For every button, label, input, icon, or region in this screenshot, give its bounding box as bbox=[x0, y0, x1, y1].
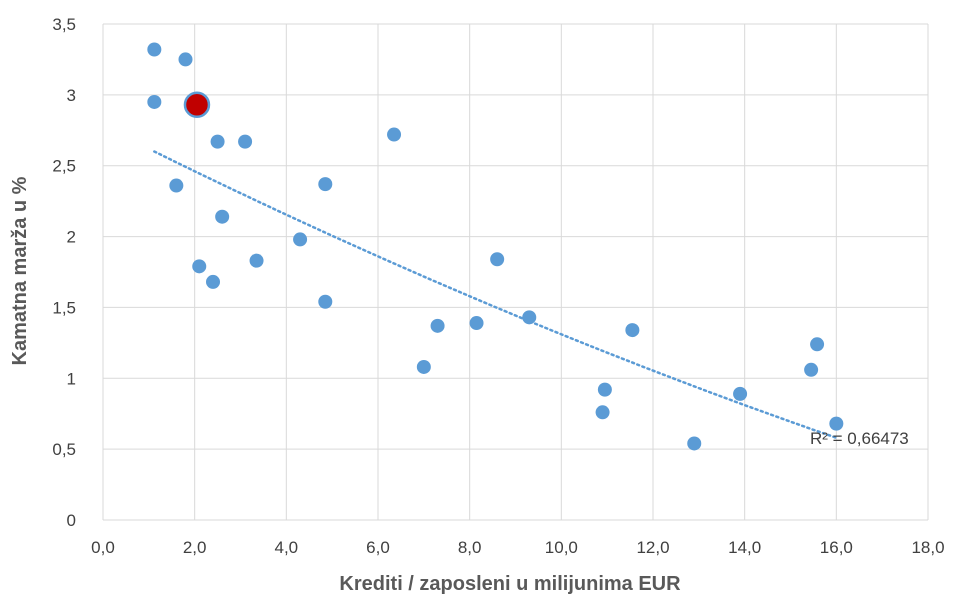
x-tick-label: 10,0 bbox=[545, 538, 578, 557]
x-tick-label: 14,0 bbox=[728, 538, 761, 557]
data-point bbox=[192, 259, 207, 274]
data-point bbox=[318, 294, 333, 309]
data-point bbox=[522, 310, 537, 325]
x-tick-label: 6,0 bbox=[366, 538, 390, 557]
data-point bbox=[169, 178, 184, 193]
data-points bbox=[147, 42, 844, 451]
data-point bbox=[597, 382, 612, 397]
data-point bbox=[147, 94, 162, 109]
y-tick-label: 3,5 bbox=[52, 15, 76, 34]
y-tick-label: 2,5 bbox=[52, 157, 76, 176]
data-point bbox=[687, 436, 702, 451]
y-tick-label: 0 bbox=[67, 511, 76, 530]
x-tick-label: 4,0 bbox=[275, 538, 299, 557]
data-point bbox=[293, 232, 308, 247]
data-point bbox=[810, 337, 825, 352]
x-tick-label: 0,0 bbox=[91, 538, 115, 557]
y-axis-title: Kamatna marža u % bbox=[9, 176, 31, 365]
data-point bbox=[430, 318, 445, 333]
x-tick-label: 16,0 bbox=[820, 538, 853, 557]
x-axis-ticks: 0,0 2,0 4,0 6,0 8,0 10,0 12,0 14,0 16,0 18,0 bbox=[91, 538, 944, 557]
data-point bbox=[178, 52, 193, 67]
data-point bbox=[210, 134, 225, 149]
data-point bbox=[387, 127, 402, 142]
y-tick-label: 2 bbox=[67, 228, 76, 247]
data-point bbox=[249, 253, 264, 268]
y-axis-ticks: 0 0,5 1 1,5 2 2,5 3 3,5 bbox=[52, 15, 76, 530]
data-point bbox=[733, 386, 748, 401]
data-point bbox=[829, 416, 844, 431]
y-tick-label: 1 bbox=[67, 369, 76, 388]
data-point bbox=[318, 177, 333, 192]
x-tick-label: 18,0 bbox=[911, 538, 944, 557]
r-squared-label: R² = 0,66473 bbox=[810, 429, 909, 448]
data-point bbox=[147, 42, 162, 57]
data-point bbox=[490, 252, 505, 267]
data-point bbox=[238, 134, 253, 149]
data-point bbox=[469, 316, 484, 331]
x-tick-label: 8,0 bbox=[458, 538, 482, 557]
data-point bbox=[804, 362, 819, 377]
y-tick-label: 3 bbox=[67, 86, 76, 105]
data-point bbox=[416, 359, 431, 374]
trendline-group bbox=[153, 150, 838, 440]
highlighted-point bbox=[183, 91, 211, 119]
y-tick-label: 1,5 bbox=[52, 298, 76, 317]
x-tick-label: 12,0 bbox=[636, 538, 669, 557]
data-point bbox=[595, 405, 610, 420]
trendline bbox=[153, 150, 838, 440]
x-tick-label: 2,0 bbox=[183, 538, 207, 557]
grid-lines bbox=[102, 23, 929, 521]
data-point bbox=[215, 209, 230, 224]
x-axis-title: Krediti / zaposleni u milijunima EUR bbox=[339, 573, 681, 595]
data-point bbox=[206, 274, 220, 289]
data-point bbox=[625, 323, 640, 338]
y-tick-label: 0,5 bbox=[52, 440, 76, 459]
